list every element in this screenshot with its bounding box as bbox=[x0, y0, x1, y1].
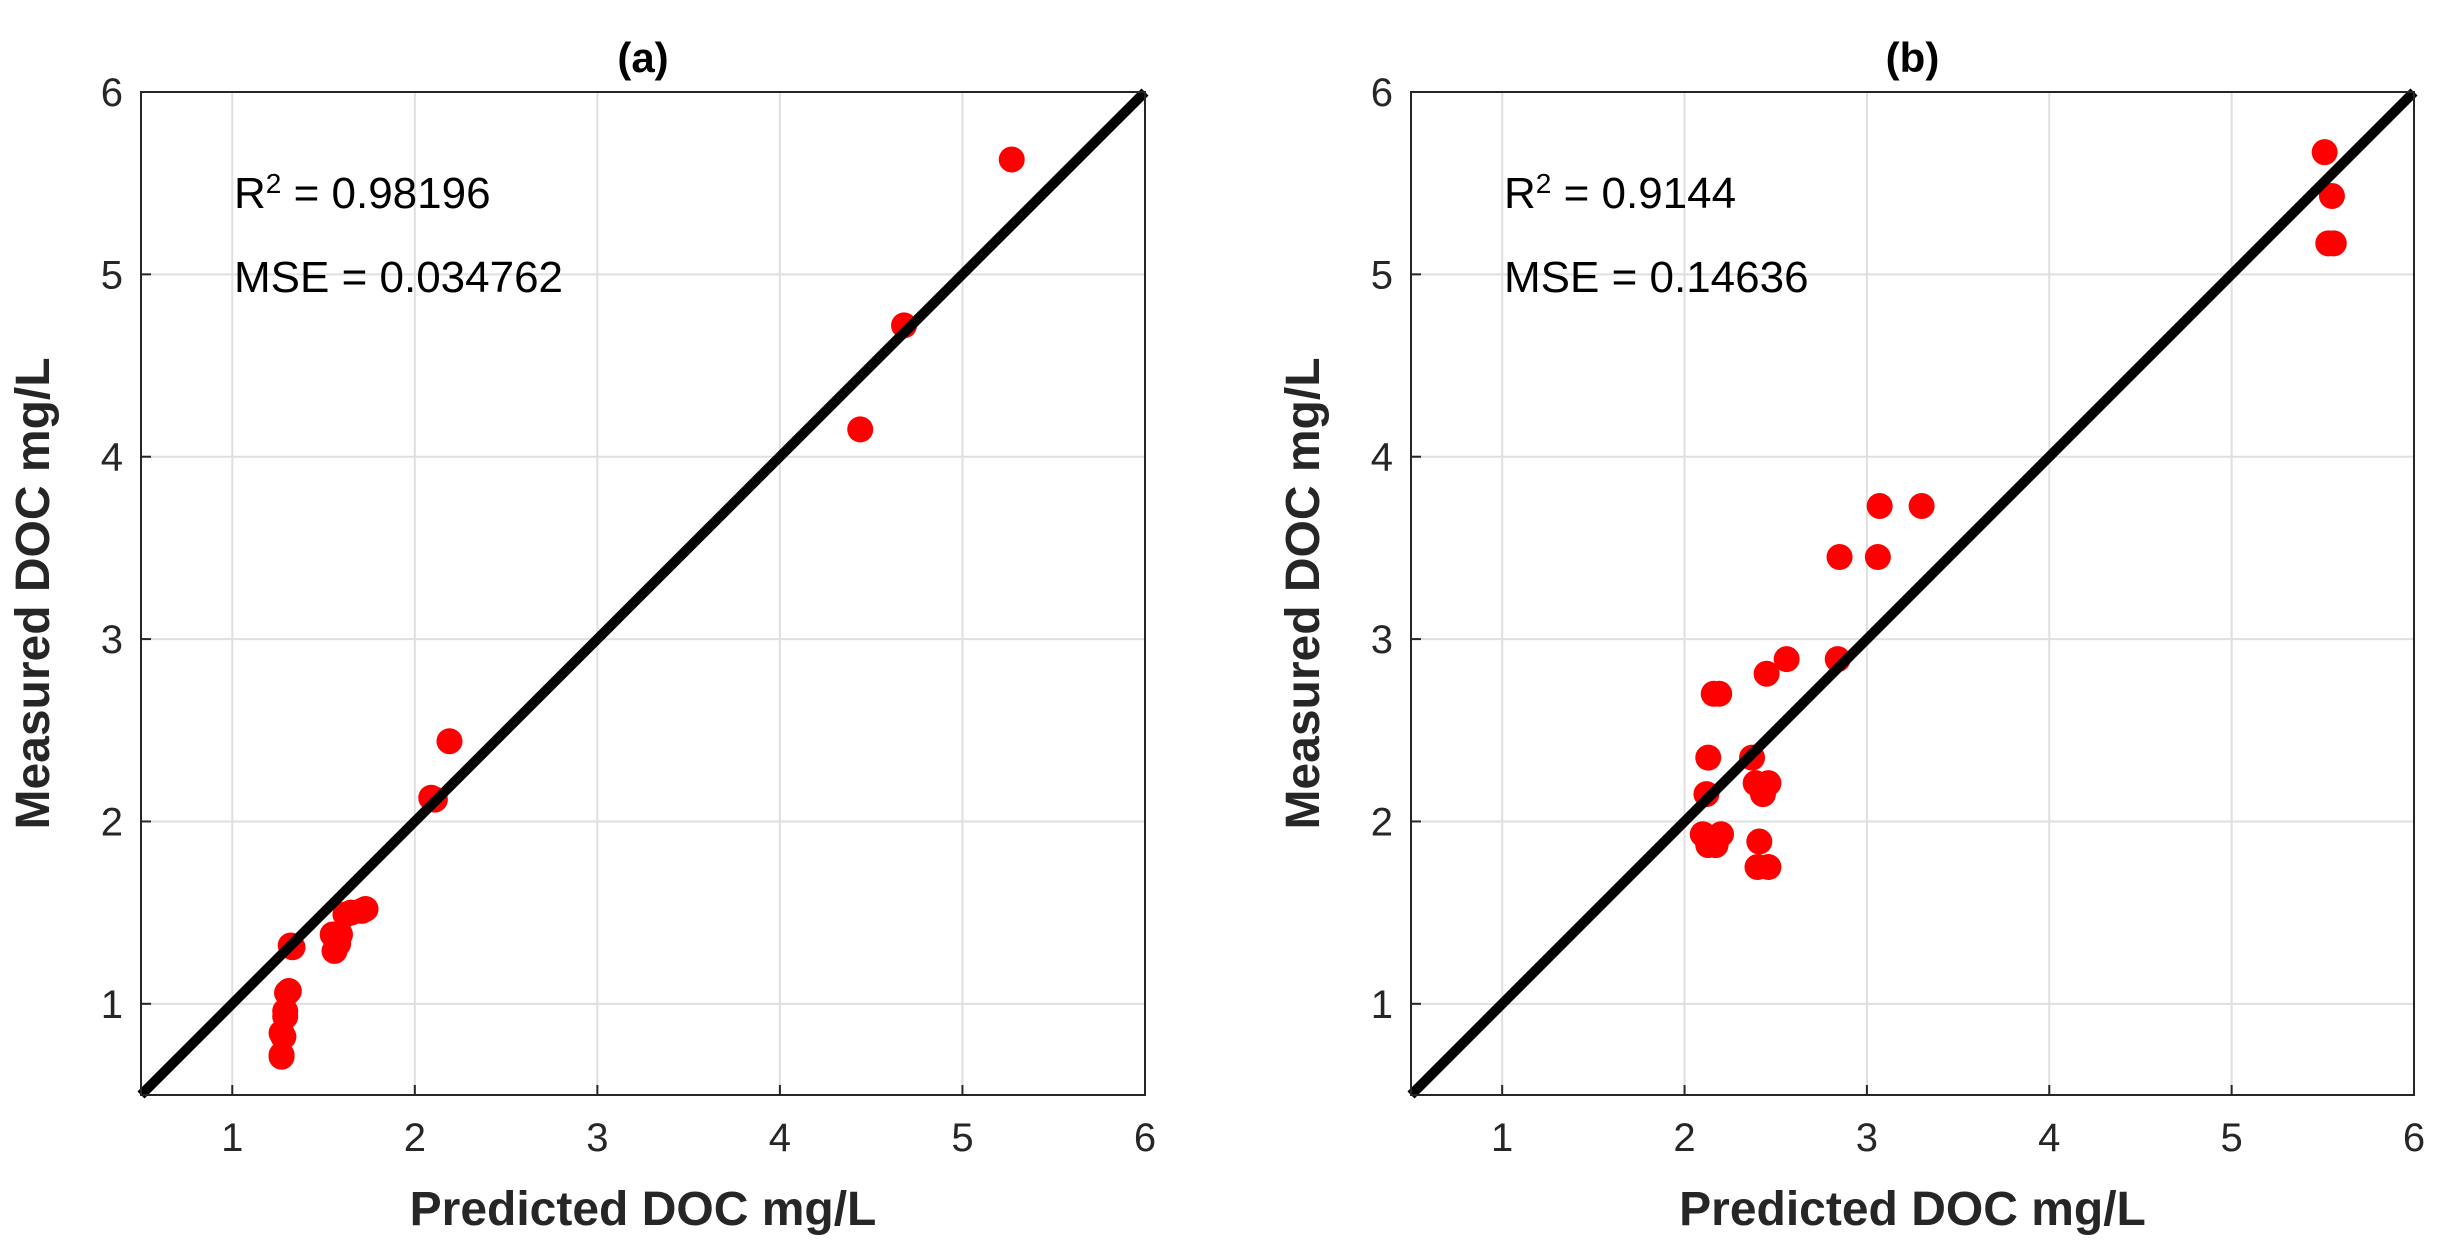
mse-annotation-b: MSE = 0.14636 bbox=[1504, 253, 1809, 302]
x-tick-label-a-1: 1 bbox=[221, 1116, 243, 1160]
y-tick-label-a-4: 4 bbox=[101, 436, 123, 480]
y-tick-label-b-1: 1 bbox=[1371, 983, 1393, 1027]
scatter-point-b-25 bbox=[2320, 230, 2347, 257]
x-tick-label-a-3: 3 bbox=[586, 1116, 608, 1160]
axes-box-a bbox=[140, 91, 1146, 1096]
r2-annotation-a: R2 = 0.98196 bbox=[234, 168, 491, 219]
scatter-point-b-23 bbox=[2318, 182, 2345, 209]
x-axis-label-a: Predicted DOC mg/L bbox=[410, 1183, 877, 1236]
panel-a: 1 2 3 4 5 6 1 2 3 4 5 6 (a) Predicted DOC mg/L Meas… bbox=[7, 34, 1156, 1236]
identity-line-b bbox=[1407, 88, 2418, 1099]
scatter-point-b-14 bbox=[1755, 770, 1782, 797]
r2-label-a: R bbox=[234, 169, 266, 218]
scatter-point-a-21 bbox=[847, 416, 874, 443]
y-tick-label-b-2: 2 bbox=[1371, 800, 1393, 844]
r2-superscript-b: 2 bbox=[1536, 168, 1552, 199]
x-tick-label-a-6: 6 bbox=[1134, 1116, 1156, 1160]
chart-title-b: (b) bbox=[1886, 34, 1940, 81]
scatter-point-b-18 bbox=[1826, 544, 1853, 571]
y-tick-label-a-3: 3 bbox=[101, 618, 123, 662]
y-tick-label-b-3: 3 bbox=[1371, 618, 1393, 662]
x-tick-label-b-1: 1 bbox=[1491, 1116, 1513, 1160]
grid-a bbox=[141, 92, 1145, 1095]
y-tick-label-b-6: 6 bbox=[1371, 71, 1393, 115]
x-tick-label-b-2: 2 bbox=[1673, 1116, 1695, 1160]
tick-labels-a: 1 2 3 4 5 6 1 2 3 4 5 6 bbox=[101, 71, 1156, 1160]
y-tick-label-a-5: 5 bbox=[101, 253, 123, 297]
r2-label-b: R bbox=[1504, 169, 1536, 218]
mse-annotation-a: MSE = 0.034762 bbox=[234, 253, 563, 302]
x-tick-label-b-4: 4 bbox=[2038, 1116, 2060, 1160]
scatter-point-b-7 bbox=[1706, 680, 1733, 707]
x-tick-label-a-2: 2 bbox=[404, 1116, 426, 1160]
x-tick-label-a-5: 5 bbox=[951, 1116, 973, 1160]
r2-value-b: = 0.9144 bbox=[1551, 169, 1736, 218]
y-tick-label-b-4: 4 bbox=[1371, 436, 1393, 480]
r2-value-a: = 0.98196 bbox=[281, 169, 490, 218]
scatter-point-b-15 bbox=[1753, 660, 1780, 687]
grid-b bbox=[1411, 92, 2414, 1095]
scatter-point-b-16 bbox=[1773, 646, 1800, 673]
chart-title-a: (a) bbox=[617, 34, 668, 81]
y-axis-label-b: Measured DOC mg/L bbox=[1277, 357, 1330, 829]
scatter-point-a-20 bbox=[436, 728, 463, 755]
x-tick-label-b-5: 5 bbox=[2221, 1116, 2243, 1160]
y-axis-label-a: Measured DOC mg/L bbox=[7, 357, 60, 829]
x-axis-label-b: Predicted DOC mg/L bbox=[1679, 1183, 2146, 1236]
tick-labels-b: 1 2 3 4 5 6 1 2 3 4 5 6 bbox=[1371, 71, 2425, 1160]
y-tick-label-b-5: 5 bbox=[1371, 253, 1393, 297]
r2-annotation-b: R2 = 0.9144 bbox=[1504, 168, 1736, 219]
y-tick-label-a-1: 1 bbox=[101, 983, 123, 1027]
panel-b: 1 2 3 4 5 6 1 2 3 4 5 6 (b) Predicted DOC mg/L Meas… bbox=[1277, 34, 2425, 1236]
scatter-point-b-21 bbox=[1908, 492, 1935, 519]
scatter-point-b-5 bbox=[1695, 744, 1722, 771]
scatter-point-a-17 bbox=[352, 895, 379, 922]
scatter-point-b-10 bbox=[1746, 828, 1773, 855]
scatter-point-a-23 bbox=[998, 146, 1025, 173]
scatter-point-b-22 bbox=[2311, 139, 2338, 166]
identity-line-a bbox=[137, 88, 1149, 1099]
y-tick-label-a-2: 2 bbox=[101, 800, 123, 844]
scatter-point-b-12 bbox=[1755, 854, 1782, 881]
scatter-point-a-7 bbox=[275, 978, 302, 1005]
scatter-point-b-3 bbox=[1708, 821, 1735, 848]
scatter-point-a-13 bbox=[326, 921, 353, 948]
x-tick-label-b-6: 6 bbox=[2403, 1116, 2425, 1160]
r2-superscript-a: 2 bbox=[266, 168, 282, 199]
axes-box-b bbox=[1410, 91, 2415, 1096]
y-tick-label-a-6: 6 bbox=[101, 71, 123, 115]
x-tick-label-b-3: 3 bbox=[1856, 1116, 1878, 1160]
x-tick-label-a-4: 4 bbox=[769, 1116, 791, 1160]
scatter-point-b-20 bbox=[1866, 492, 1893, 519]
scatter-point-b-19 bbox=[1864, 544, 1891, 571]
